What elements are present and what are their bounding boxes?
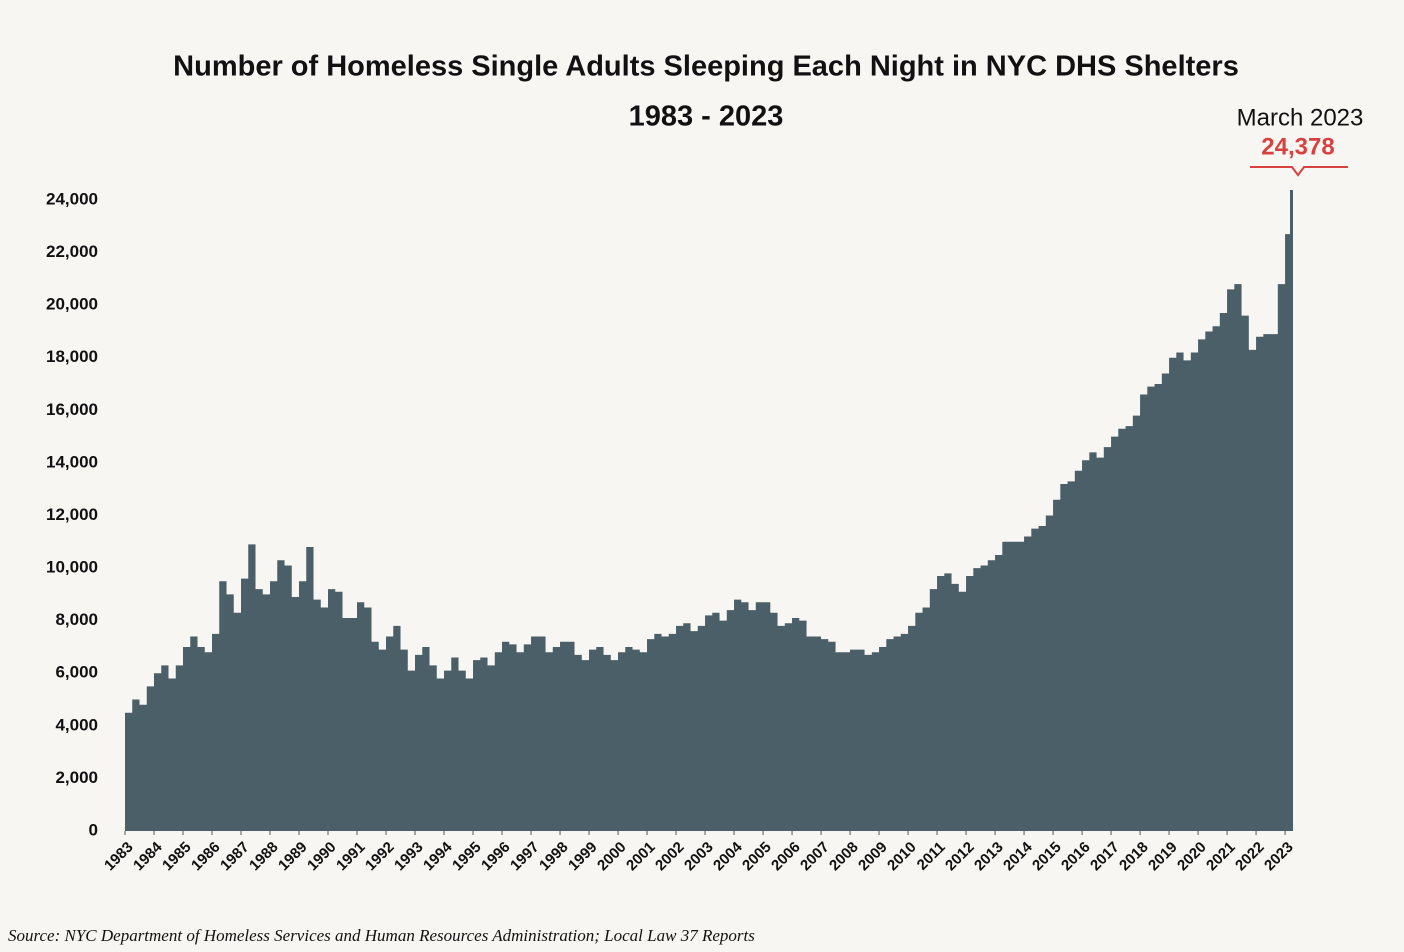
x-tick-label: 2021 xyxy=(1203,839,1239,875)
x-tick-label: 1994 xyxy=(420,838,456,874)
x-tick-label: 1995 xyxy=(449,839,485,875)
x-tick-label: 2020 xyxy=(1174,839,1210,875)
x-tick-label: 2000 xyxy=(594,839,630,875)
x-tick-label: 2009 xyxy=(855,839,891,875)
y-tick-label: 14,000 xyxy=(46,452,98,471)
x-tick-label: 1988 xyxy=(246,839,282,875)
x-tick-label: 1998 xyxy=(536,839,572,875)
x-tick-label: 2014 xyxy=(1000,838,1036,874)
y-tick-label: 16,000 xyxy=(46,400,98,419)
x-tick-label: 2003 xyxy=(681,839,717,875)
x-tick-label: 2002 xyxy=(652,839,688,875)
x-tick-label: 1991 xyxy=(333,839,369,875)
annotation-line xyxy=(1250,166,1348,177)
y-tick-label: 22,000 xyxy=(46,242,98,261)
area xyxy=(125,190,1293,831)
value-label: 24,378 xyxy=(1261,133,1334,160)
y-tick-label: 12,000 xyxy=(46,505,98,524)
y-tick-label: 4,000 xyxy=(55,715,98,734)
x-tick-label: 2012 xyxy=(942,839,978,875)
y-tick-label: 0 xyxy=(89,820,98,839)
y-tick-label: 24,000 xyxy=(46,189,98,208)
chart-title: Number of Homeless Single Adults Sleepin… xyxy=(173,51,1239,83)
y-tick-label: 8,000 xyxy=(55,610,98,629)
x-tick-label: 1996 xyxy=(478,839,514,875)
x-tick-label: 2016 xyxy=(1058,839,1094,875)
y-tick-label: 20,000 xyxy=(46,295,98,314)
y-tick-label: 2,000 xyxy=(55,768,98,787)
x-tick-label: 2004 xyxy=(710,838,746,874)
y-tick-label: 6,000 xyxy=(55,663,98,682)
x-tick-label: 2008 xyxy=(826,839,862,875)
y-tick-label: 10,000 xyxy=(46,558,98,577)
x-tick-label: 2007 xyxy=(797,839,833,875)
x-tick-label: 2010 xyxy=(884,839,920,875)
chart-subtitle: 1983 - 2023 xyxy=(629,101,784,133)
source: Source: NYC Department of Homeless Servi… xyxy=(8,926,755,945)
x-tick-label: 1987 xyxy=(217,839,253,875)
x-tick-label: 2013 xyxy=(971,839,1007,875)
x-tick-label: 1983 xyxy=(101,839,137,875)
x-tick-label: 1990 xyxy=(304,839,340,875)
x-tick-label: 2019 xyxy=(1145,839,1181,875)
x-tick-label: 2018 xyxy=(1116,839,1152,875)
x-tick-label: 2011 xyxy=(914,839,949,874)
x-tick-label: 2017 xyxy=(1087,839,1123,875)
x-tick-label: 1993 xyxy=(391,839,427,875)
x-tick-label: 1999 xyxy=(565,839,601,875)
x-tick-label: 1986 xyxy=(188,839,224,875)
x-tick-label: 1984 xyxy=(130,838,166,874)
annotation: March 2023 xyxy=(1237,104,1364,131)
y-tick-label: 18,000 xyxy=(46,347,98,366)
x-tick-label: 2006 xyxy=(768,839,804,875)
x-tick-label: 1992 xyxy=(362,839,398,875)
x-tick-label: 2022 xyxy=(1232,839,1268,875)
x-tick-label: 1989 xyxy=(275,839,311,875)
x-tick-label: 1997 xyxy=(507,839,543,875)
x-tick-label: 2001 xyxy=(623,839,659,875)
x-tick-label: 2023 xyxy=(1261,839,1297,875)
x-tick-label: 1985 xyxy=(159,839,195,875)
x-tick-label: 2005 xyxy=(739,839,775,875)
x-tick-label: 2015 xyxy=(1029,839,1065,875)
